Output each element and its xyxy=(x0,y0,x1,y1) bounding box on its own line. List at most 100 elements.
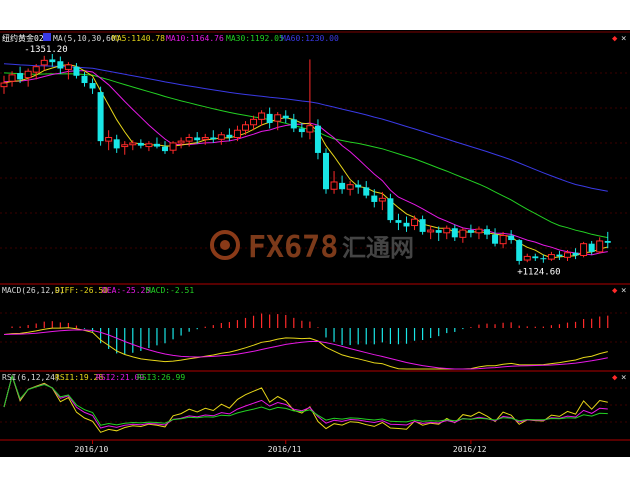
candle-19 xyxy=(153,137,160,149)
ma10-line xyxy=(3,70,608,256)
candle-body xyxy=(346,184,354,190)
ma60-legend: MA60:1230.00 xyxy=(281,34,339,43)
candle-body xyxy=(580,243,588,256)
candle-body xyxy=(266,113,273,123)
candle-body xyxy=(17,73,24,80)
rsi2-legend: RSI2:21.09 xyxy=(96,373,144,382)
candle-body xyxy=(355,184,362,188)
price-panel-close-icon[interactable]: × xyxy=(621,34,626,44)
candle-body xyxy=(121,144,129,148)
candle-48 xyxy=(387,193,394,223)
candle-36 xyxy=(290,113,297,133)
price-legend: 纽约黄金02 MA(5,10,30,60) MA5:1140.78 MA10:1… xyxy=(2,33,339,43)
candle-72 xyxy=(580,241,588,258)
ma30-line xyxy=(3,72,608,239)
candle-73 xyxy=(588,240,595,255)
candle-35 xyxy=(282,110,289,123)
candle-39 xyxy=(314,119,321,160)
instrument-name: 纽约黄金02 xyxy=(2,33,44,43)
annotations: -1351.20 +1124.60 xyxy=(24,45,560,278)
candle-body xyxy=(177,140,185,144)
candle-body xyxy=(282,115,289,119)
candle-18 xyxy=(145,141,153,152)
candle-body xyxy=(226,134,233,138)
candle-body xyxy=(194,137,201,141)
candle-body xyxy=(363,187,370,196)
candle-body xyxy=(419,219,426,232)
candle-24 xyxy=(194,132,201,144)
candle-47 xyxy=(378,191,386,211)
candle-17 xyxy=(137,139,144,149)
ma10-legend: MA10:1164.76 xyxy=(166,34,224,43)
candle-body xyxy=(339,182,346,190)
candle-27 xyxy=(217,132,225,145)
ma-params: MA(5,10,30,60) xyxy=(53,34,120,43)
candle-34 xyxy=(274,112,282,131)
candle-body xyxy=(40,59,48,66)
candle-body xyxy=(250,118,258,126)
candle-body xyxy=(233,129,241,138)
candle-22 xyxy=(177,137,185,149)
candle-25 xyxy=(201,133,209,145)
macd-panel xyxy=(3,313,609,370)
candle-body xyxy=(395,220,402,223)
candle-1 xyxy=(8,71,16,87)
candle-body xyxy=(8,74,16,82)
candle-49 xyxy=(395,213,402,231)
rsi-panel-menu-icon[interactable]: ◆ xyxy=(612,373,618,383)
candle-70 xyxy=(564,250,571,261)
candle-62 xyxy=(499,231,507,249)
candle-body xyxy=(475,228,483,234)
macd-dea-line xyxy=(3,329,608,370)
candle-body xyxy=(217,134,225,140)
candle-body xyxy=(403,222,410,227)
watermark-logo-text: FX678 xyxy=(248,230,338,265)
candle-37 xyxy=(298,122,305,138)
macd-panel-menu-icon[interactable]: ◆ xyxy=(612,286,618,296)
candle-body xyxy=(24,70,32,79)
candle-body xyxy=(49,59,56,63)
macd-panel-close-icon[interactable]: × xyxy=(621,286,626,296)
candle-body xyxy=(57,61,64,69)
macd-legend: MACD(26,12,9) DIFF:-26.50 DEA:-25.25 MAC… xyxy=(2,286,194,295)
price-panel-menu-icon[interactable]: ◆ xyxy=(612,34,618,44)
candle-2 xyxy=(17,66,24,84)
candle-body xyxy=(596,240,604,253)
rsi3-line xyxy=(3,374,608,426)
rsi-legend: RSI(6,12,24) RSI1:19.28 RSI2:21.09 RSI3:… xyxy=(2,373,185,382)
candle-body xyxy=(411,218,419,227)
candle-15 xyxy=(121,141,129,155)
macd-name: MACD(26,12,9) xyxy=(2,286,65,295)
candle-body xyxy=(435,230,442,233)
candle-45 xyxy=(363,181,370,199)
candle-body xyxy=(169,142,177,151)
candle-11 xyxy=(89,78,96,94)
candle-body xyxy=(604,240,611,243)
rsi1-line xyxy=(3,374,608,433)
candle-41 xyxy=(330,171,338,194)
candle-body xyxy=(0,82,8,88)
rsi-panel-close-icon[interactable]: × xyxy=(621,373,626,383)
candlesticks xyxy=(0,53,611,265)
candle-30 xyxy=(242,121,249,135)
candle-65 xyxy=(523,253,531,263)
candle-21 xyxy=(169,141,177,154)
candle-3 xyxy=(24,68,32,87)
panel-controls: ◆ × ◆ × ◆ × xyxy=(612,34,626,383)
watermark: FX678 汇通网 xyxy=(210,230,414,265)
stock-chart: FX678 汇通网 -1351.20 +1124.60 2016/10 2016/… xyxy=(0,31,630,454)
candle-body xyxy=(588,243,595,252)
candle-57 xyxy=(459,228,467,243)
candle-71 xyxy=(572,248,579,260)
candle-43 xyxy=(346,181,354,196)
candle-69 xyxy=(556,250,563,261)
candle-body xyxy=(97,92,104,142)
candle-body xyxy=(290,119,297,129)
candle-body xyxy=(540,258,547,260)
indicator-icon xyxy=(43,33,51,41)
candle-body xyxy=(129,142,137,146)
candle-63 xyxy=(508,230,515,244)
candle-body xyxy=(378,197,386,202)
high-annotation: -1351.20 xyxy=(24,45,67,55)
candle-body xyxy=(73,66,80,76)
